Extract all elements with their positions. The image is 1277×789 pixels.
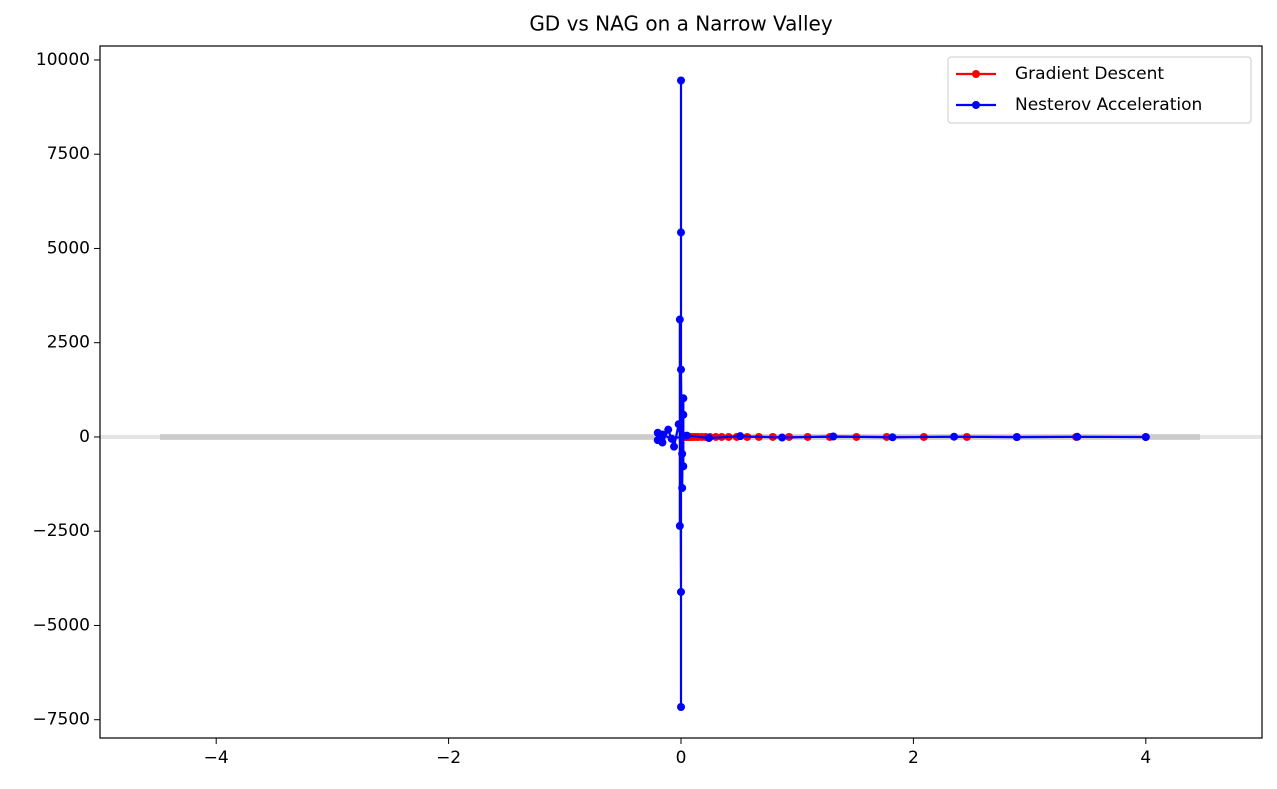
point — [1141, 433, 1150, 442]
point — [675, 521, 684, 530]
point — [778, 433, 787, 442]
point — [679, 394, 688, 403]
y-tick-label: 0 — [79, 427, 90, 447]
y-tick-label: 2500 — [47, 333, 90, 353]
x-tick-label: 0 — [676, 748, 687, 768]
point — [950, 432, 959, 441]
point — [678, 449, 687, 458]
point — [679, 462, 688, 471]
point — [670, 442, 679, 451]
chart-title: GD vs NAG on a Narrow Valley — [529, 12, 833, 36]
legend-label: Nesterov Acceleration — [1015, 95, 1202, 115]
y-tick-label: −7500 — [32, 710, 90, 730]
point — [1012, 433, 1021, 442]
legend-label: Gradient Descent — [1015, 64, 1164, 84]
point — [678, 484, 687, 493]
y-tick-label: 7500 — [47, 144, 90, 164]
point — [667, 434, 676, 443]
point — [675, 315, 684, 324]
x-tick-label: −4 — [204, 748, 229, 768]
point — [677, 76, 685, 85]
point — [704, 434, 713, 443]
y-tick-label: −5000 — [32, 615, 90, 635]
point — [677, 228, 685, 237]
y-tick-label: −2500 — [32, 521, 90, 541]
point — [1073, 432, 1082, 441]
y-tick-label: 5000 — [47, 238, 90, 258]
point — [829, 432, 838, 441]
point — [677, 365, 685, 374]
point — [677, 703, 685, 712]
point — [682, 431, 691, 440]
point — [664, 425, 673, 434]
series-line — [656, 80, 1146, 708]
point — [658, 438, 667, 447]
legend-box — [947, 56, 1252, 124]
legend-marker — [972, 70, 980, 78]
point — [653, 428, 662, 437]
point — [674, 420, 683, 429]
x-tick-label: 2 — [908, 748, 919, 768]
point — [888, 433, 897, 442]
y-tick-label: 10000 — [36, 50, 90, 70]
point — [677, 587, 685, 596]
legend-marker — [972, 101, 980, 109]
x-tick-label: 4 — [1140, 748, 1151, 768]
point — [736, 432, 745, 441]
x-tick-label: −2 — [436, 748, 461, 768]
point — [679, 410, 688, 419]
